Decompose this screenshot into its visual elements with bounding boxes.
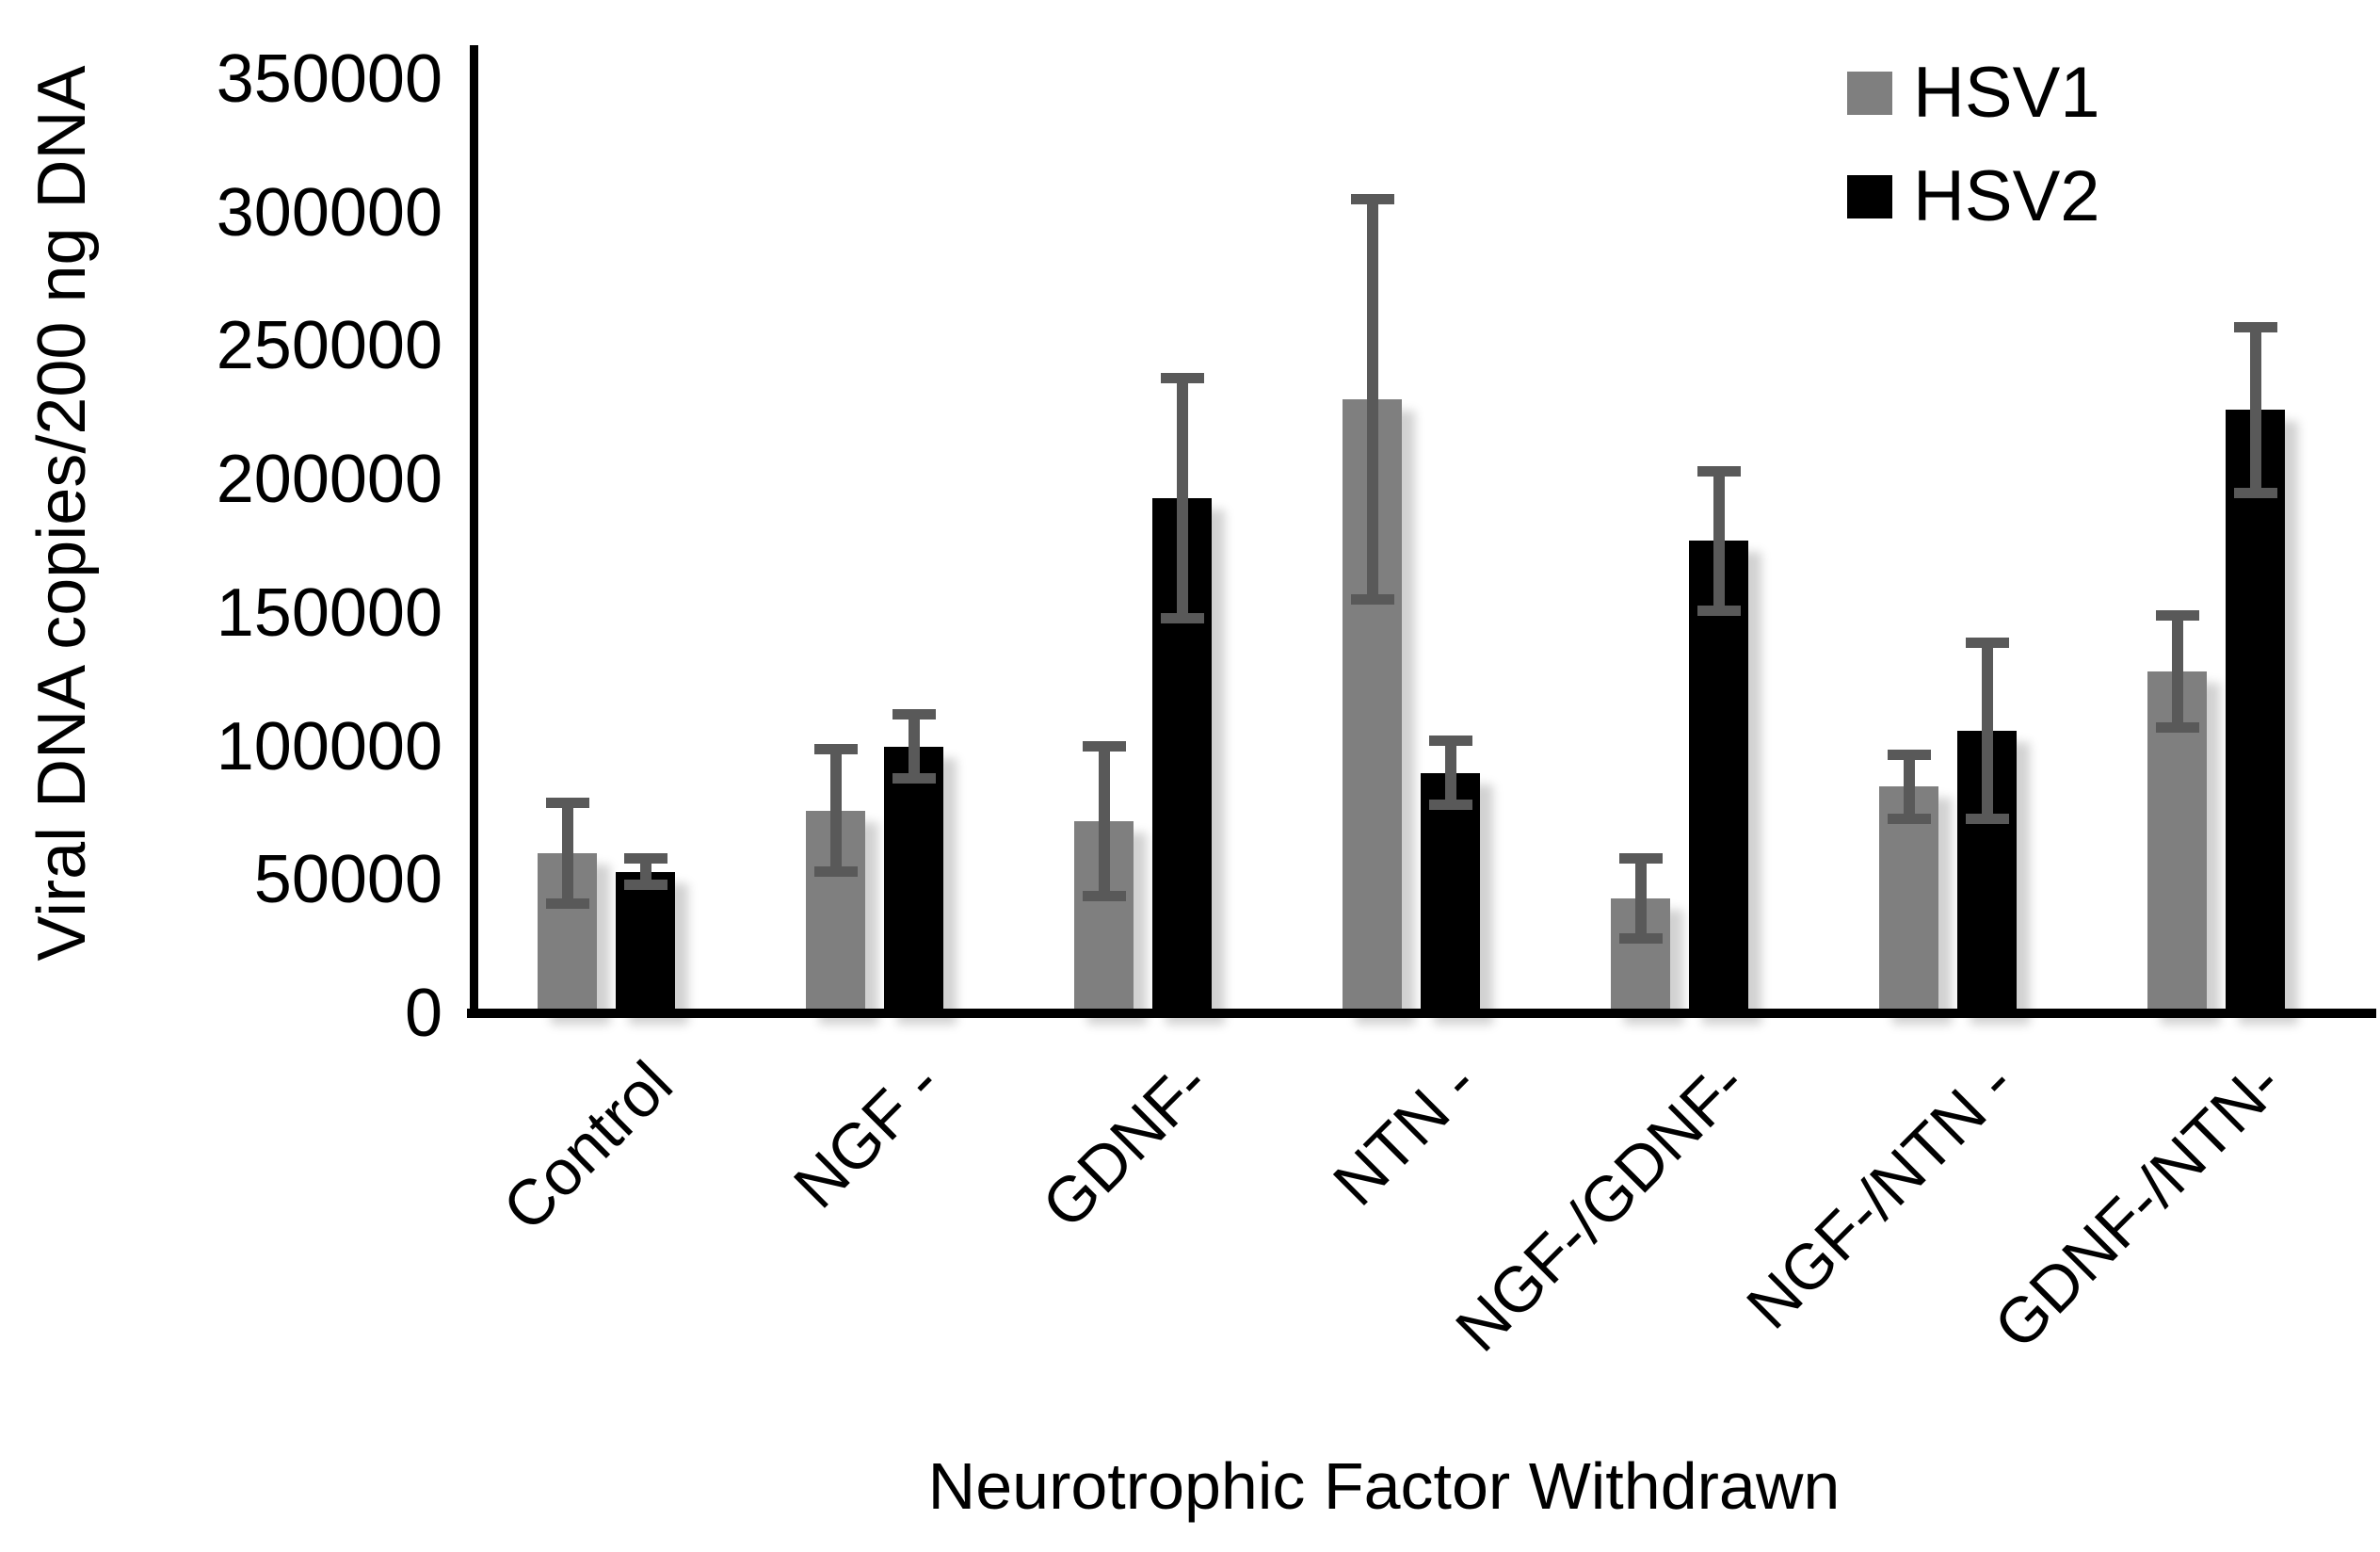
x-axis-title: Neurotrophic Factor Withdrawn	[927, 1449, 1841, 1523]
y-tick-label-300000: 300000	[216, 174, 442, 251]
error-bar-bottom-cap-hsv2-ngf	[892, 773, 936, 784]
legend: HSV1 HSV2	[1847, 49, 2100, 241]
error-bar-top-cap-hsv2-ngf	[892, 709, 936, 720]
error-bar-top-cap-hsv1-ngf	[813, 743, 858, 754]
error-bar-bottom-cap-hsv1-ngf	[813, 866, 858, 878]
error-bar-bottom-cap-hsv1-gdnfntn	[2155, 722, 2199, 734]
legend-label-hsv1: HSV1	[1913, 53, 2100, 133]
error-bar-stem-hsv1-control	[561, 802, 573, 904]
error-bar-top-cap-hsv2-ntn	[1428, 736, 1472, 747]
error-bar-stem-hsv1-ntn	[1366, 199, 1378, 600]
y-axis-line	[470, 45, 478, 1018]
error-bar-top-cap-hsv2-ngfgdnf	[1697, 466, 1741, 477]
y-tick-label-150000: 150000	[216, 574, 442, 651]
legend-swatch-hsv1	[1847, 72, 1892, 115]
legend-swatch-hsv2	[1847, 175, 1892, 218]
error-bar-bottom-cap-hsv2-gdnfntn	[2233, 487, 2277, 498]
error-bar-stem-hsv2-ngf	[908, 714, 920, 779]
y-tick-label-350000: 350000	[216, 41, 442, 117]
error-bar-bottom-cap-hsv1-ngfgdnf	[1618, 933, 1663, 945]
error-bar-top-cap-hsv1-ngfntn	[1887, 749, 1931, 760]
bar-hsv2-ntn	[1421, 772, 1480, 1013]
error-bar-bottom-cap-hsv2-ngfntn	[1965, 813, 2009, 824]
bar-hsv2-gdnfntn	[2226, 410, 2285, 1013]
error-bar-stem-hsv2-ngfgdnf	[1713, 471, 1725, 610]
error-bar-top-cap-hsv1-ntn	[1350, 194, 1394, 205]
error-bar-top-cap-hsv2-gdnfntn	[2233, 322, 2277, 333]
error-bar-bottom-cap-hsv2-ntn	[1428, 800, 1472, 811]
error-bar-stem-hsv2-control	[639, 858, 651, 885]
error-bar-bottom-cap-hsv1-ntn	[1350, 594, 1394, 606]
bar-hsv2-control	[616, 871, 675, 1013]
error-bar-bottom-cap-hsv2-ngfgdnf	[1697, 605, 1741, 616]
x-axis-line	[467, 1009, 2376, 1018]
error-bar-bottom-cap-hsv2-control	[623, 880, 667, 891]
bar-hsv2-ngfgdnf	[1689, 541, 1748, 1013]
error-bar-top-cap-hsv2-ngfntn	[1965, 637, 2009, 648]
error-bar-bottom-cap-hsv2-gdnf	[1160, 613, 1204, 624]
y-tick-label-250000: 250000	[216, 308, 442, 384]
error-bar-stem-hsv2-ntn	[1444, 740, 1456, 805]
error-bar-bottom-cap-hsv1-gdnf	[1082, 890, 1126, 901]
error-bar-bottom-cap-hsv1-ngfntn	[1887, 813, 1931, 824]
error-bar-stem-hsv2-gdnfntn	[2249, 327, 2261, 493]
y-tick-label-200000: 200000	[216, 442, 442, 518]
bar-hsv1-ngfntn	[1879, 786, 1938, 1013]
error-bar-top-cap-hsv1-control	[545, 797, 589, 808]
bar-hsv2-ngf	[884, 746, 943, 1013]
error-bar-stem-hsv1-gdnfntn	[2171, 615, 2183, 728]
error-bar-stem-hsv1-ngf	[829, 749, 842, 872]
error-bar-stem-hsv1-ngfgdnf	[1634, 858, 1647, 939]
legend-item-hsv1: HSV1	[1847, 49, 2100, 137]
error-bar-top-cap-hsv2-control	[623, 853, 667, 865]
error-bar-top-cap-hsv2-gdnf	[1160, 372, 1204, 383]
error-bar-stem-hsv1-gdnf	[1098, 746, 1110, 897]
error-bar-stem-hsv2-gdnf	[1176, 378, 1188, 619]
error-bar-top-cap-hsv1-gdnf	[1082, 741, 1126, 752]
error-bar-top-cap-hsv1-gdnfntn	[2155, 610, 2199, 622]
y-tick-label-100000: 100000	[216, 708, 442, 784]
error-bar-stem-hsv2-ngfntn	[1981, 642, 1993, 819]
error-bar-top-cap-hsv1-ngfgdnf	[1618, 853, 1663, 865]
y-tick-label-0: 0	[404, 976, 442, 1051]
legend-label-hsv2: HSV2	[1913, 156, 2100, 236]
y-tick-label-50000: 50000	[253, 842, 442, 918]
error-bar-bottom-cap-hsv1-control	[545, 898, 589, 910]
error-bar-stem-hsv1-ngfntn	[1903, 754, 1915, 819]
legend-item-hsv2: HSV2	[1847, 153, 2100, 241]
